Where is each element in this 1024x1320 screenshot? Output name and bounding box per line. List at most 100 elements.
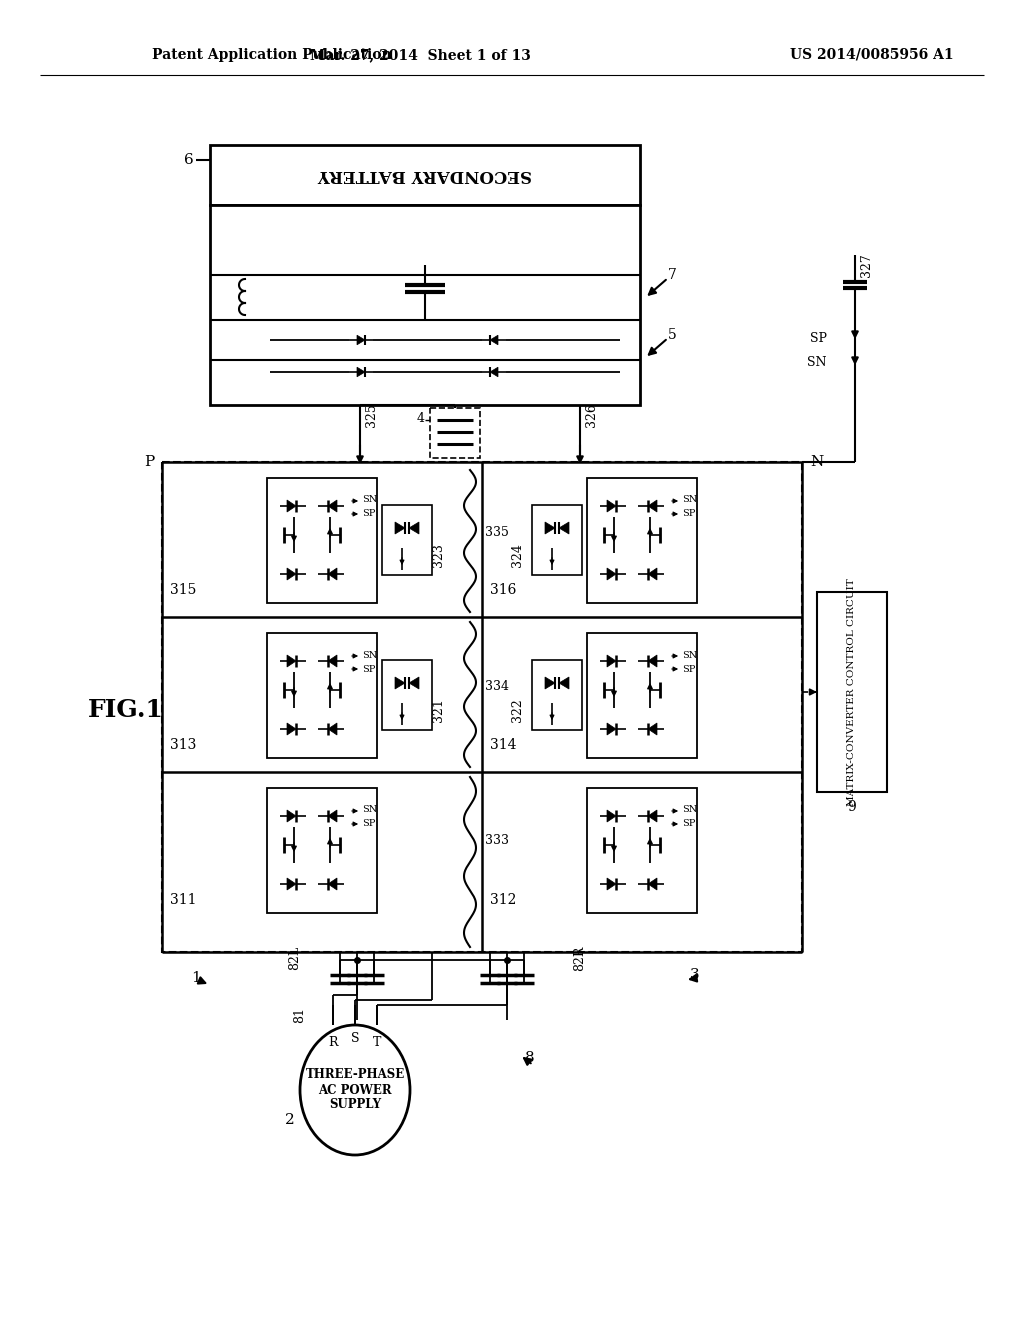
- Polygon shape: [648, 655, 657, 667]
- Text: R: R: [329, 1035, 338, 1048]
- Text: SP: SP: [682, 820, 695, 829]
- Polygon shape: [607, 568, 616, 579]
- Text: 315: 315: [170, 583, 197, 597]
- Text: T: T: [373, 1035, 381, 1048]
- Text: 327: 327: [860, 253, 873, 277]
- Polygon shape: [545, 677, 555, 689]
- Polygon shape: [328, 655, 337, 667]
- Text: 322: 322: [511, 698, 524, 722]
- Polygon shape: [287, 500, 296, 512]
- Polygon shape: [648, 723, 657, 735]
- Polygon shape: [545, 521, 555, 535]
- Text: 323: 323: [432, 543, 445, 566]
- Text: SN: SN: [362, 651, 377, 660]
- Bar: [210, 145, 640, 205]
- Bar: [587, 634, 697, 758]
- Polygon shape: [328, 568, 337, 579]
- Bar: [532, 506, 582, 576]
- Text: US 2014/0085956 A1: US 2014/0085956 A1: [790, 48, 953, 62]
- Polygon shape: [328, 878, 337, 890]
- Polygon shape: [357, 367, 365, 376]
- Bar: [267, 788, 377, 913]
- Bar: [817, 591, 887, 792]
- Bar: [382, 660, 432, 730]
- Text: 321: 321: [432, 698, 445, 722]
- Text: N: N: [810, 455, 823, 469]
- Text: 312: 312: [490, 894, 516, 907]
- Text: SECONDARY BATTERY: SECONDARY BATTERY: [317, 166, 532, 183]
- Text: 3: 3: [690, 968, 699, 982]
- Text: 81: 81: [294, 1007, 306, 1023]
- Text: THREE-PHASE
AC POWER
SUPPLY: THREE-PHASE AC POWER SUPPLY: [305, 1068, 404, 1111]
- Text: Patent Application Publication: Patent Application Publication: [152, 48, 391, 62]
- Polygon shape: [395, 677, 406, 689]
- Polygon shape: [287, 568, 296, 579]
- Text: FIG.1: FIG.1: [88, 698, 164, 722]
- Bar: [267, 634, 377, 758]
- Text: 82L: 82L: [289, 946, 301, 970]
- Bar: [382, 506, 432, 576]
- Bar: [210, 205, 640, 405]
- Polygon shape: [490, 367, 498, 376]
- Bar: [532, 660, 582, 730]
- Text: 8: 8: [525, 1051, 535, 1065]
- Polygon shape: [490, 335, 498, 345]
- Polygon shape: [328, 810, 337, 822]
- Polygon shape: [409, 677, 419, 689]
- Text: 2: 2: [285, 1113, 295, 1127]
- Text: SP: SP: [810, 331, 827, 345]
- Text: 1: 1: [191, 972, 201, 985]
- Text: 4: 4: [417, 412, 425, 425]
- Text: SN: SN: [362, 495, 377, 504]
- Polygon shape: [607, 500, 616, 512]
- Text: 6: 6: [184, 153, 194, 168]
- Text: SP: SP: [682, 664, 695, 673]
- Polygon shape: [648, 568, 657, 579]
- Bar: [587, 788, 697, 913]
- Polygon shape: [409, 521, 419, 535]
- Text: 82R: 82R: [573, 945, 587, 970]
- Polygon shape: [648, 810, 657, 822]
- Bar: [587, 478, 697, 603]
- Text: 333: 333: [485, 833, 509, 846]
- Polygon shape: [559, 521, 569, 535]
- Polygon shape: [287, 878, 296, 890]
- Text: MATRIX-CONVERTER CONTROL CIRCUIT: MATRIX-CONVERTER CONTROL CIRCUIT: [848, 578, 856, 807]
- Text: 326: 326: [585, 403, 598, 426]
- Polygon shape: [287, 655, 296, 667]
- Polygon shape: [328, 723, 337, 735]
- Polygon shape: [287, 810, 296, 822]
- Text: SN: SN: [682, 805, 697, 814]
- Polygon shape: [559, 677, 569, 689]
- Text: 324: 324: [511, 543, 524, 566]
- Text: P: P: [143, 455, 154, 469]
- Text: SN: SN: [682, 651, 697, 660]
- Text: SN: SN: [682, 495, 697, 504]
- Text: Mar. 27, 2014  Sheet 1 of 13: Mar. 27, 2014 Sheet 1 of 13: [309, 48, 530, 62]
- Text: SP: SP: [362, 820, 376, 829]
- Polygon shape: [328, 500, 337, 512]
- Polygon shape: [357, 335, 365, 345]
- Text: SN: SN: [362, 805, 377, 814]
- Polygon shape: [648, 878, 657, 890]
- Text: 313: 313: [170, 738, 197, 752]
- Polygon shape: [395, 521, 406, 535]
- Bar: [162, 462, 802, 952]
- Polygon shape: [287, 723, 296, 735]
- Polygon shape: [607, 878, 616, 890]
- Text: 5: 5: [668, 327, 677, 342]
- Polygon shape: [607, 810, 616, 822]
- Text: SP: SP: [362, 664, 376, 673]
- Bar: [267, 478, 377, 603]
- Text: SP: SP: [362, 510, 376, 519]
- Text: 334: 334: [485, 681, 509, 693]
- Text: 9: 9: [848, 800, 856, 814]
- Polygon shape: [607, 655, 616, 667]
- Text: SP: SP: [682, 510, 695, 519]
- Text: 316: 316: [490, 583, 516, 597]
- Text: 311: 311: [170, 894, 197, 907]
- Text: 7: 7: [668, 268, 677, 282]
- Text: S: S: [351, 1031, 359, 1044]
- Bar: [430, 408, 480, 458]
- Polygon shape: [648, 500, 657, 512]
